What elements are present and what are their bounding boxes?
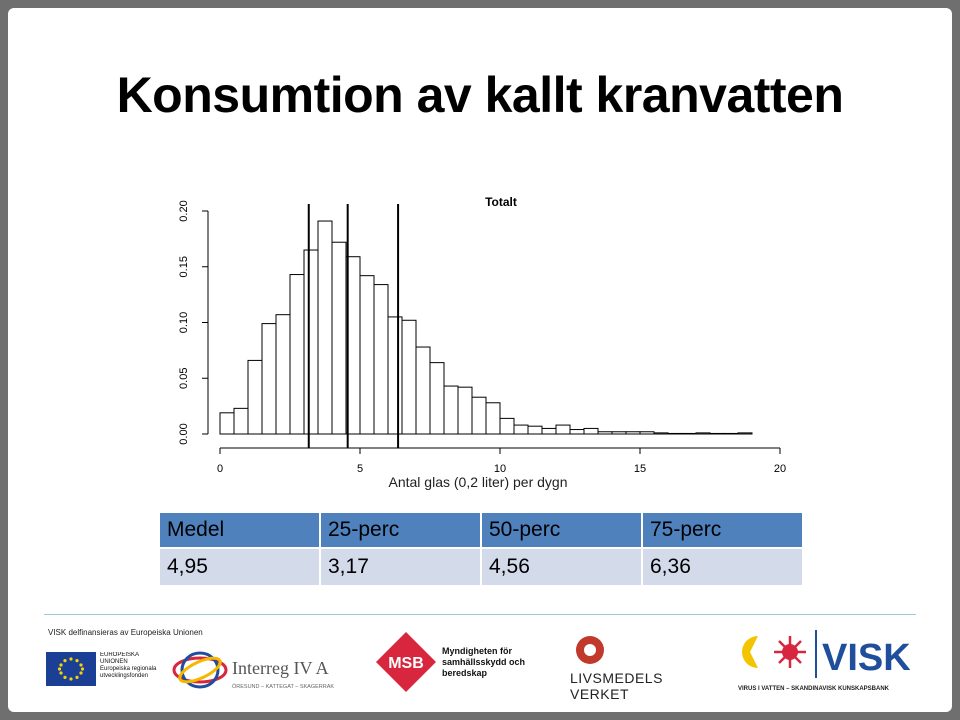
slide-title: Konsumtion av kallt kranvatten bbox=[116, 67, 844, 123]
histogram-bars bbox=[219, 220, 753, 435]
stats-header-50-perc: 50-perc bbox=[482, 513, 641, 547]
histogram-bar bbox=[233, 407, 249, 435]
stats-value-50-perc: 4,56 bbox=[482, 549, 641, 585]
stats-header-25-perc: 25-perc bbox=[321, 513, 480, 547]
histogram-bar bbox=[625, 431, 641, 435]
msb-logo-text: MSB bbox=[388, 655, 424, 672]
visk-logo: VISK VIRUS I VATTEN – SKANDINAVISK KUNSK… bbox=[738, 630, 911, 692]
funding-text: VISK delfinansieras av Europeiska Unione… bbox=[48, 628, 203, 637]
y-tick-label: 0.00 bbox=[178, 423, 190, 444]
stats-value-25-perc: 3,17 bbox=[321, 549, 480, 585]
interreg-logo-subtext: ÖRESUND – KATTEGAT – SKAGERRAK bbox=[232, 683, 334, 690]
livsmedelsverket-logo-text: LIVSMEDELS VERKET bbox=[570, 670, 663, 702]
histogram-bar bbox=[667, 432, 683, 435]
histogram-bar bbox=[723, 432, 739, 435]
histogram-bar bbox=[597, 431, 613, 435]
histogram-bar bbox=[541, 427, 557, 435]
eu-logo-text: EUROPEISKA UNIONEN Europeiska regionala … bbox=[100, 652, 157, 679]
stats-table: Medel 25-perc 50-perc 75-perc 4,95 3,17 … bbox=[158, 511, 804, 587]
histogram-bar bbox=[359, 275, 375, 435]
histogram-bar bbox=[415, 346, 431, 435]
x-tick-label: 10 bbox=[494, 463, 506, 475]
footer-divider bbox=[44, 614, 916, 615]
histogram-bar bbox=[219, 412, 235, 435]
msb-logo: MSB Myndigheten för samhällsskydd och be… bbox=[376, 632, 526, 692]
eu-logo: EUROPEISKA UNIONEN Europeiska regionala … bbox=[46, 652, 157, 686]
y-tick-label: 0.05 bbox=[178, 368, 190, 389]
histogram-bar bbox=[569, 429, 585, 435]
interreg-logo: Interreg IV A ÖRESUND – KATTEGAT – SKAGE… bbox=[172, 651, 334, 690]
histogram-bar bbox=[653, 432, 669, 435]
interreg-logo-text: Interreg IV A bbox=[232, 658, 329, 678]
histogram-bar bbox=[247, 359, 263, 435]
histogram-bar bbox=[555, 424, 571, 435]
x-tick-label: 0 bbox=[217, 463, 223, 475]
histogram-bar bbox=[681, 432, 697, 435]
x-tick-label: 20 bbox=[774, 463, 786, 475]
histogram-chart: 0.00 0.05 0.10 0.15 0.20 0 5 10 15 20 Totalt bbox=[178, 195, 786, 475]
histogram-bar bbox=[373, 284, 389, 435]
stats-value-row: 4,95 3,17 4,56 6,36 bbox=[160, 549, 802, 585]
chart-title: Totalt bbox=[485, 195, 517, 209]
stats-value-75-perc: 6,36 bbox=[643, 549, 802, 585]
slide: Konsumtion av kallt kranvatten 0.00 0.05 0… bbox=[8, 8, 952, 712]
msb-name-text: Myndigheten för samhällsskydd och bereds… bbox=[442, 646, 526, 678]
y-tick-label: 0.10 bbox=[178, 312, 190, 333]
histogram-bar bbox=[583, 427, 599, 435]
histogram-bar bbox=[471, 396, 487, 435]
histogram-bar bbox=[457, 386, 473, 435]
histogram-bar bbox=[289, 274, 305, 435]
histogram-bar bbox=[695, 432, 711, 435]
stats-value-medel: 4,95 bbox=[160, 549, 319, 585]
histogram-bar bbox=[303, 249, 319, 435]
x-axis-label: Antal glas (0,2 liter) per dygn bbox=[388, 474, 568, 490]
histogram-bar bbox=[709, 432, 725, 435]
visk-logo-subtext: VIRUS I VATTEN – SKANDINAVISK KUNSKAPSBA… bbox=[738, 686, 890, 692]
histogram-bar bbox=[485, 402, 501, 435]
histogram-bar bbox=[387, 316, 403, 435]
percentile-lines bbox=[307, 204, 400, 448]
histogram-bar bbox=[639, 431, 655, 435]
histogram-bar bbox=[443, 385, 459, 435]
y-axis: 0.00 0.05 0.10 0.15 0.20 bbox=[178, 200, 209, 445]
histogram-bar bbox=[275, 314, 291, 435]
histogram-bar bbox=[513, 424, 529, 435]
y-tick-label: 0.15 bbox=[178, 256, 190, 277]
histogram-bar bbox=[331, 241, 347, 435]
stats-header-row: Medel 25-perc 50-perc 75-perc bbox=[160, 513, 802, 547]
histogram-bar bbox=[401, 319, 417, 435]
livsmedelsverket-logo: LIVSMEDELS VERKET bbox=[570, 636, 663, 702]
histogram-bar bbox=[261, 323, 277, 435]
histogram-bar bbox=[429, 362, 445, 435]
visk-logo-text: VISK bbox=[822, 637, 911, 679]
histogram-bar bbox=[737, 432, 753, 435]
x-tick-label: 15 bbox=[634, 463, 646, 475]
histogram-bar bbox=[611, 431, 627, 435]
y-tick-label: 0.20 bbox=[178, 200, 190, 221]
stats-header-medel: Medel bbox=[160, 513, 319, 547]
x-tick-label: 5 bbox=[357, 463, 363, 475]
histogram-bar bbox=[499, 417, 515, 435]
histogram-bar bbox=[527, 425, 543, 435]
stats-header-75-perc: 75-perc bbox=[643, 513, 802, 547]
x-axis: 0 5 10 15 20 bbox=[217, 447, 786, 475]
histogram-bar bbox=[317, 220, 333, 435]
